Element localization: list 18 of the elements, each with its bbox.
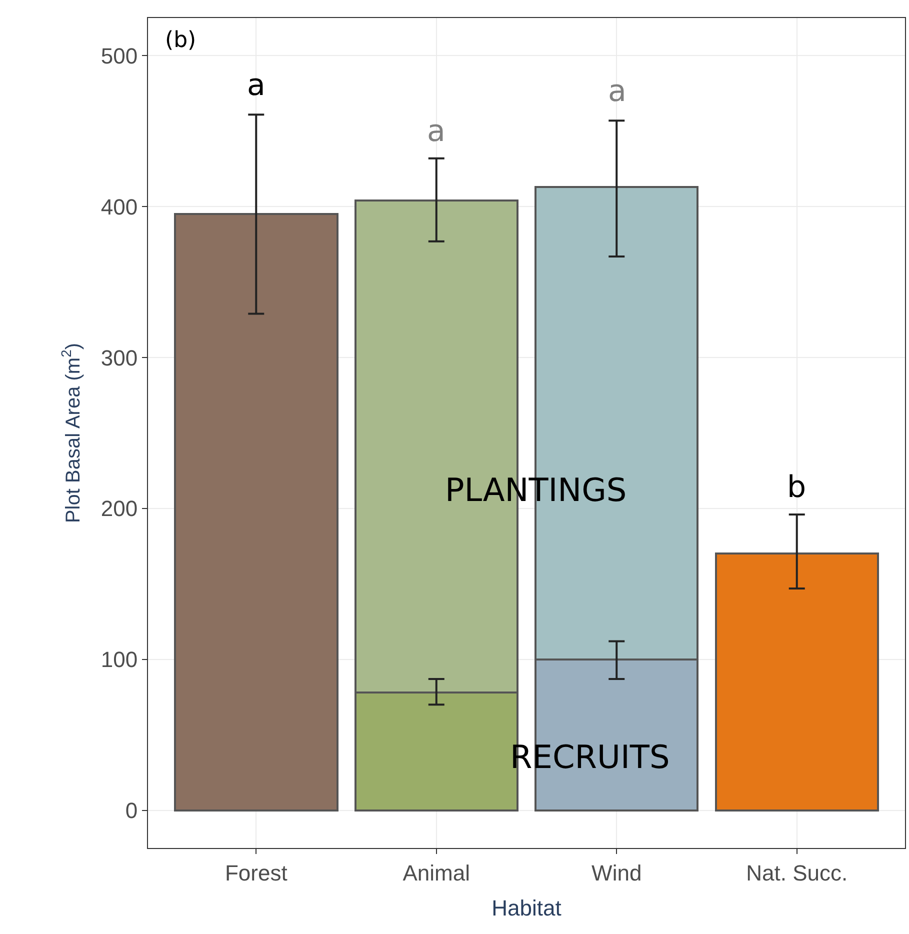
y-tick-label: 400 xyxy=(100,194,138,220)
x-axis-title: Habitat xyxy=(492,895,562,920)
y-tick-label: 500 xyxy=(100,43,138,68)
x-tick-label: Forest xyxy=(224,860,288,886)
x-tick-label: Nat. Succ. xyxy=(746,860,848,886)
x-tick-label: Wind xyxy=(592,860,642,886)
annotation: a xyxy=(247,68,266,103)
annotation: a xyxy=(427,114,446,149)
annotation: b xyxy=(787,470,806,505)
y-tick-label: 0 xyxy=(125,798,138,823)
annotation: a xyxy=(608,74,626,109)
y-tick-label: 300 xyxy=(100,345,138,370)
y-tick-label: 100 xyxy=(100,647,138,672)
x-tick-label: Animal xyxy=(402,860,470,886)
annotation: (b) xyxy=(165,28,196,53)
bar xyxy=(174,213,338,812)
bar xyxy=(714,552,879,812)
y-tick-label: 200 xyxy=(100,496,138,522)
